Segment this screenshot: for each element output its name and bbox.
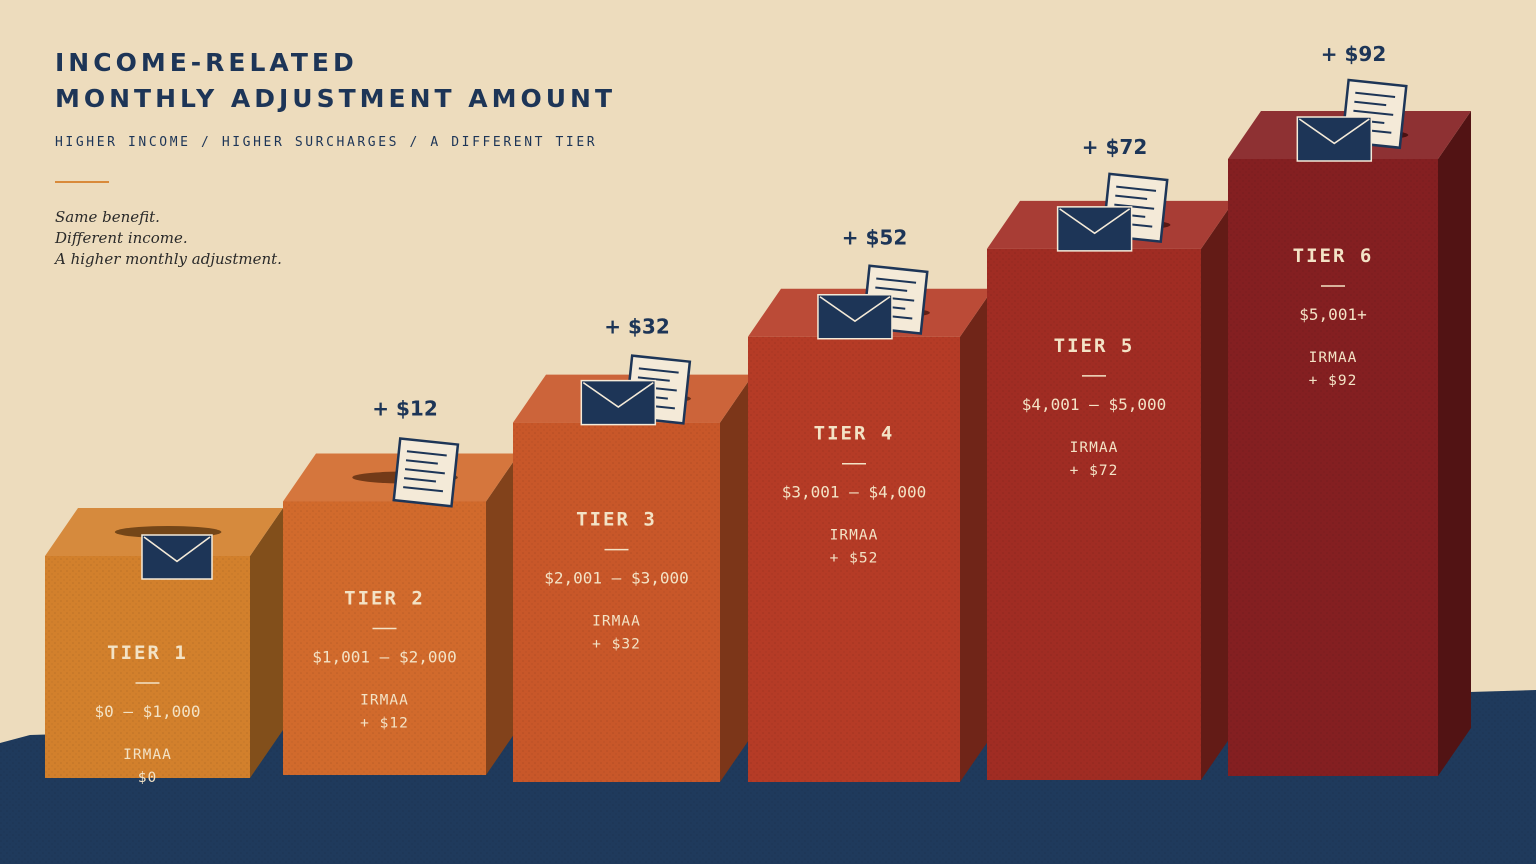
envelope-icon — [817, 293, 893, 340]
envelope-flap — [143, 536, 211, 563]
bar-texture — [1228, 159, 1438, 776]
chart-subtitle: HIGHER INCOME / HIGHER SURCHARGES / A DI… — [55, 135, 598, 150]
tier-range-label: $5,001+ — [1299, 305, 1366, 324]
envelope-flap — [582, 381, 654, 408]
document-line — [404, 468, 445, 475]
document-line — [1353, 109, 1394, 116]
bar-tier-5: TIER 5 $4,001 – $5,000 IRMAA + $72 + $72 — [987, 135, 1234, 780]
document-line — [1114, 203, 1155, 210]
tier-range-label: $1,001 – $2,000 — [312, 647, 457, 666]
bar-texture — [987, 248, 1201, 780]
bar-tier-1: TIER 1 $0 – $1,000 IRMAA $0 — [45, 508, 283, 786]
envelope-body — [817, 293, 893, 340]
envelope-icon — [1296, 116, 1373, 162]
tagline-line-1: Same benefit. — [55, 208, 160, 226]
chart-title-line-2: MONTHLY ADJUSTMENT AMOUNT — [55, 84, 617, 113]
irmaa-label: IRMAA — [1070, 440, 1119, 456]
tier-range-label: $2,001 – $3,000 — [544, 569, 689, 588]
bar-tier-3: TIER 3 $2,001 – $3,000 IRMAA + $32 + $32 — [513, 315, 753, 782]
top-value-label: + $72 — [1082, 135, 1147, 159]
tier-label: TIER 4 — [814, 423, 895, 445]
bar-texture — [748, 336, 960, 782]
document-icon — [392, 437, 460, 508]
irmaa-value-label: $0 — [138, 770, 157, 786]
chart-title-line-1: INCOME-RELATED — [55, 48, 358, 77]
top-value-label: + $12 — [372, 396, 437, 420]
irmaa-value-label: + $32 — [592, 637, 641, 653]
irmaa-value-label: + $12 — [360, 715, 409, 731]
tier-range-label: $3,001 – $4,000 — [782, 483, 927, 502]
document-line — [1116, 185, 1157, 192]
irmaa-label: IRMAA — [830, 528, 879, 544]
irmaa-value-label: + $72 — [1070, 463, 1119, 479]
tagline-line-2: Different income. — [55, 229, 188, 247]
envelope-flap — [1059, 208, 1131, 235]
bar-texture — [45, 556, 250, 778]
document-line — [638, 367, 679, 374]
envelope-icon — [1056, 206, 1133, 252]
bar-tier-6: TIER 6 $5,001+ IRMAA + $92 + $92 — [1228, 42, 1471, 776]
document-sheet — [392, 437, 460, 508]
irmaa-label: IRMAA — [123, 747, 172, 763]
bar-side-face — [1201, 200, 1234, 780]
irmaa-value-label: + $52 — [830, 551, 879, 567]
envelope-icon — [141, 534, 213, 580]
irmaa-value-label: + $92 — [1309, 373, 1358, 389]
bar-side-face — [1438, 111, 1471, 776]
document-line — [404, 477, 437, 483]
document-line — [406, 450, 447, 457]
bar-side-face — [720, 374, 753, 782]
envelope-flap — [1298, 118, 1370, 145]
irmaa-label: IRMAA — [360, 692, 409, 708]
tier-label: TIER 1 — [107, 642, 188, 664]
bar-tier-2: TIER 2 $1,001 – $2,000 IRMAA + $12 + $12 — [283, 396, 519, 775]
tier-label: TIER 5 — [1054, 335, 1135, 357]
document-line — [637, 376, 670, 382]
irmaa-label: IRMAA — [1309, 350, 1358, 366]
bar-texture — [283, 501, 486, 775]
bar-side-face — [486, 453, 519, 775]
bar-tier-4: TIER 4 $3,001 – $4,000 IRMAA + $52 + $52 — [748, 226, 993, 782]
tagline-line-3: A higher monthly adjustment. — [55, 250, 282, 268]
tier-range-label: $4,001 – $5,000 — [1022, 395, 1167, 414]
tier-label: TIER 6 — [1293, 245, 1374, 267]
top-value-label: + $92 — [1321, 42, 1386, 66]
document-line — [876, 277, 917, 284]
envelope-flap — [819, 296, 891, 323]
envelope-body — [580, 379, 657, 426]
irmaa-label: IRMAA — [592, 614, 641, 630]
tier-label: TIER 3 — [576, 509, 657, 531]
envelope-body — [141, 534, 213, 580]
document-line — [1115, 194, 1148, 200]
top-value-label: + $32 — [604, 315, 669, 339]
envelope-body — [1296, 116, 1373, 162]
accent-divider — [55, 181, 109, 183]
document-line — [875, 286, 908, 292]
tagline: Same benefit. Different income. A higher… — [55, 207, 282, 270]
document-line — [1355, 91, 1396, 98]
document-line — [1354, 100, 1387, 107]
envelope-body — [1056, 206, 1133, 252]
envelope-icon — [580, 379, 657, 426]
document-line — [403, 486, 444, 493]
document-line — [405, 459, 438, 465]
bar-side-face — [960, 288, 993, 782]
tier-range-label: $0 – $1,000 — [95, 702, 201, 721]
tier-label: TIER 2 — [344, 587, 425, 609]
bar-side-face — [250, 508, 283, 778]
bar-texture — [513, 422, 720, 782]
top-value-label: + $52 — [842, 226, 907, 250]
